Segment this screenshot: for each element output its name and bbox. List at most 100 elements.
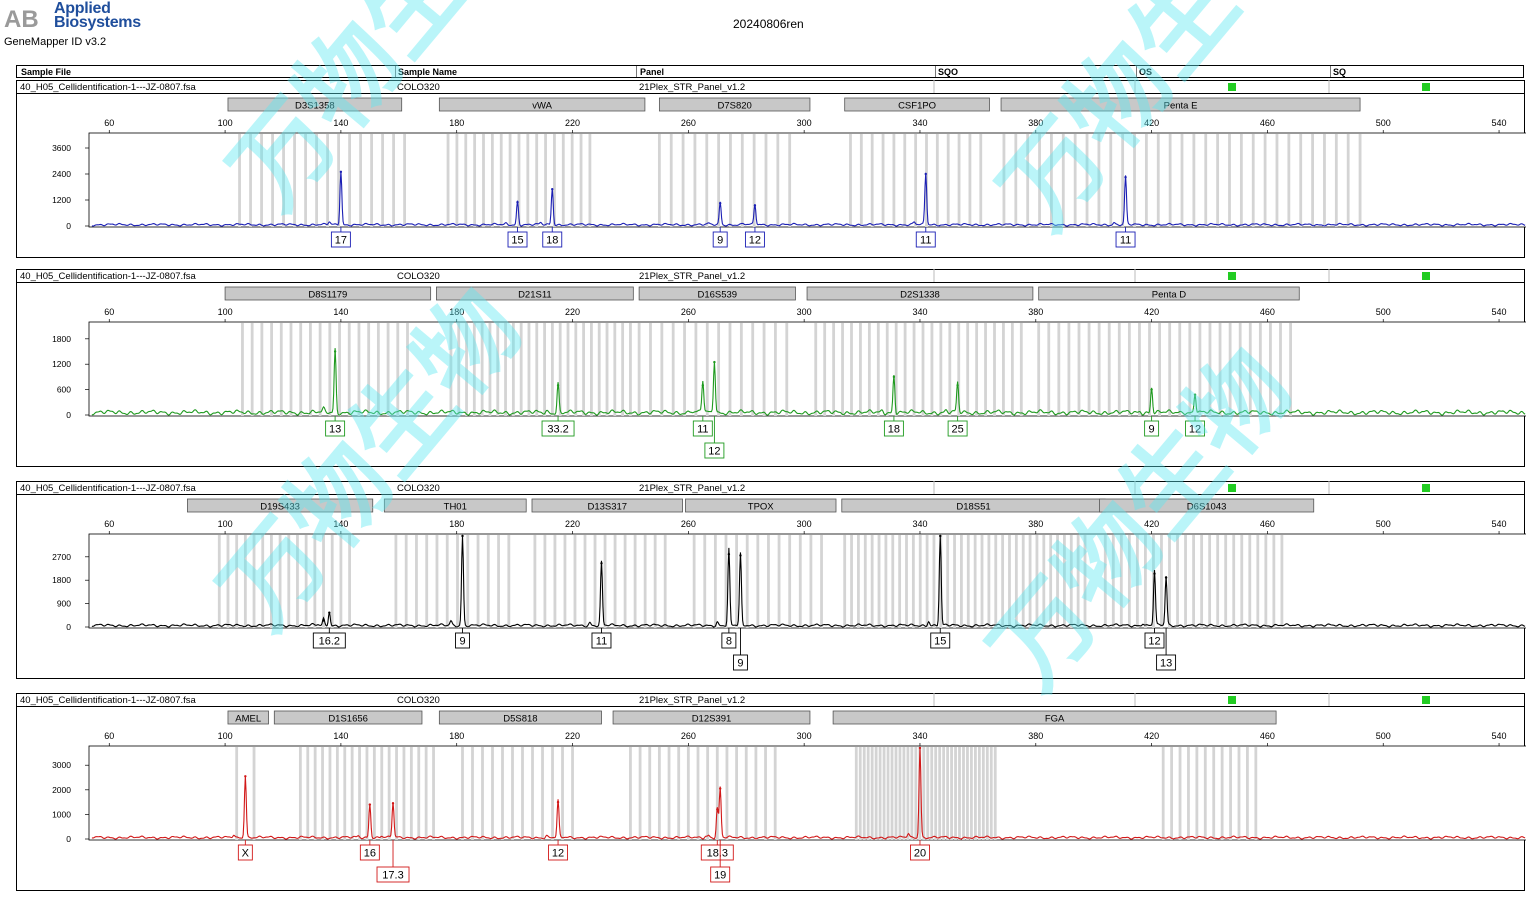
allele-call-box <box>930 632 951 649</box>
allele-bin <box>613 535 617 628</box>
allele-bin <box>706 747 710 840</box>
allele-bin <box>491 747 494 840</box>
allele-bin <box>1178 747 1182 840</box>
allele-bin <box>318 323 322 416</box>
allele-bin <box>490 134 494 227</box>
allele-call-label: 12 <box>749 235 761 247</box>
y-tick-label: 1200 <box>52 359 71 369</box>
allele-bin <box>511 323 515 416</box>
allele-bin <box>497 535 500 628</box>
allele-bin <box>1240 535 1244 628</box>
x-tick-label: 100 <box>218 118 233 128</box>
allele-bin <box>914 747 918 840</box>
allele-bin <box>278 535 282 628</box>
run-name: 20240806ren <box>733 17 804 31</box>
locus-marker <box>638 286 796 301</box>
allele-bin <box>717 134 721 227</box>
allele-bin <box>343 747 347 840</box>
x-tick-label: 140 <box>333 118 348 128</box>
peak-apex <box>461 534 464 538</box>
peak-apex <box>391 802 395 805</box>
allele-bin <box>358 747 361 840</box>
peak-apex <box>551 187 554 191</box>
plot-area <box>88 745 1526 841</box>
panel-name: 21Plex_STR_Panel_v1.2 <box>639 483 745 494</box>
allele-bin <box>745 535 749 628</box>
allele-bin <box>744 747 748 840</box>
sample-name: COLO320 <box>397 695 440 706</box>
allele-bin <box>874 747 878 840</box>
allele-bin <box>966 747 969 840</box>
allele-bin <box>877 535 881 628</box>
allele-bin <box>1026 134 1030 227</box>
allele-bin <box>683 323 686 416</box>
allele-call-box <box>237 844 253 861</box>
allele-bin <box>603 535 607 628</box>
allele-bin <box>446 134 450 227</box>
allele-bin <box>1299 134 1303 227</box>
locus-name: TPOX <box>748 502 775 513</box>
allele-bin <box>1073 134 1077 227</box>
allele-bin <box>973 747 977 840</box>
x-tick-label: 540 <box>1492 731 1507 741</box>
column-divider <box>395 66 396 77</box>
allele-bin <box>571 747 574 840</box>
allele-bin <box>1008 535 1011 628</box>
panel-name: 21Plex_STR_Panel_v1.2 <box>639 82 745 93</box>
allele-bin <box>621 323 625 416</box>
allele-bin <box>1061 134 1065 227</box>
allele-bin <box>980 535 984 628</box>
allele-call-box <box>712 231 728 248</box>
peak-apex <box>727 553 731 556</box>
allele-bin <box>561 134 565 227</box>
locus-name: FGA <box>1045 714 1065 725</box>
allele-bin <box>918 747 922 840</box>
locus-name: D13S317 <box>587 502 627 513</box>
allele-call-box <box>704 442 725 459</box>
allele-bin <box>566 323 570 416</box>
allele-bin <box>740 134 744 227</box>
allele-bin <box>321 747 324 840</box>
allele-bin <box>338 323 341 416</box>
allele-call-box <box>733 654 748 671</box>
x-tick-label: 500 <box>1376 519 1391 529</box>
allele-call-label: 18.3 <box>707 848 728 860</box>
allele-bin <box>551 747 554 840</box>
allele-bin <box>535 134 539 227</box>
x-tick-label: 340 <box>912 519 927 529</box>
allele-call-box <box>325 420 346 437</box>
locus-marker <box>806 286 1034 301</box>
x-tick-label: 420 <box>1144 731 1159 741</box>
allele-bin <box>347 323 351 416</box>
x-tick-label: 500 <box>1376 731 1391 741</box>
locus-name: D18S51 <box>956 502 990 513</box>
y-tick-label: 0 <box>66 221 71 231</box>
allele-bin <box>243 535 247 628</box>
allele-call-label: 18 <box>888 424 900 436</box>
allele-bin <box>629 747 632 840</box>
allele-call-box <box>947 420 968 437</box>
allele-bin <box>298 747 302 840</box>
allele-bin <box>527 323 531 416</box>
allele-bin <box>985 747 989 840</box>
x-tick-label: 300 <box>797 731 812 741</box>
allele-call-label: 12 <box>708 446 720 458</box>
allele-bin <box>832 323 836 416</box>
locus-name: D16S539 <box>697 290 737 301</box>
allele-bin <box>1218 323 1222 416</box>
company-name-line-2: Biosystems <box>54 14 141 31</box>
x-tick-label: 260 <box>681 731 696 741</box>
allele-bin <box>235 747 239 840</box>
allele-bin <box>1056 535 1059 628</box>
allele-call-box <box>548 844 569 861</box>
table-header: Sample File Sample Name Panel SQO OS SQ <box>16 65 1524 78</box>
allele-bin <box>903 323 907 416</box>
allele-bin <box>1200 535 1204 628</box>
x-tick-label: 60 <box>104 731 114 741</box>
col-panel: Panel <box>640 67 665 77</box>
allele-bin <box>849 134 852 227</box>
allele-bin <box>930 747 934 840</box>
allele-bin <box>886 747 890 840</box>
x-tick-label: 420 <box>1144 118 1159 128</box>
allele-bin <box>1076 535 1080 628</box>
